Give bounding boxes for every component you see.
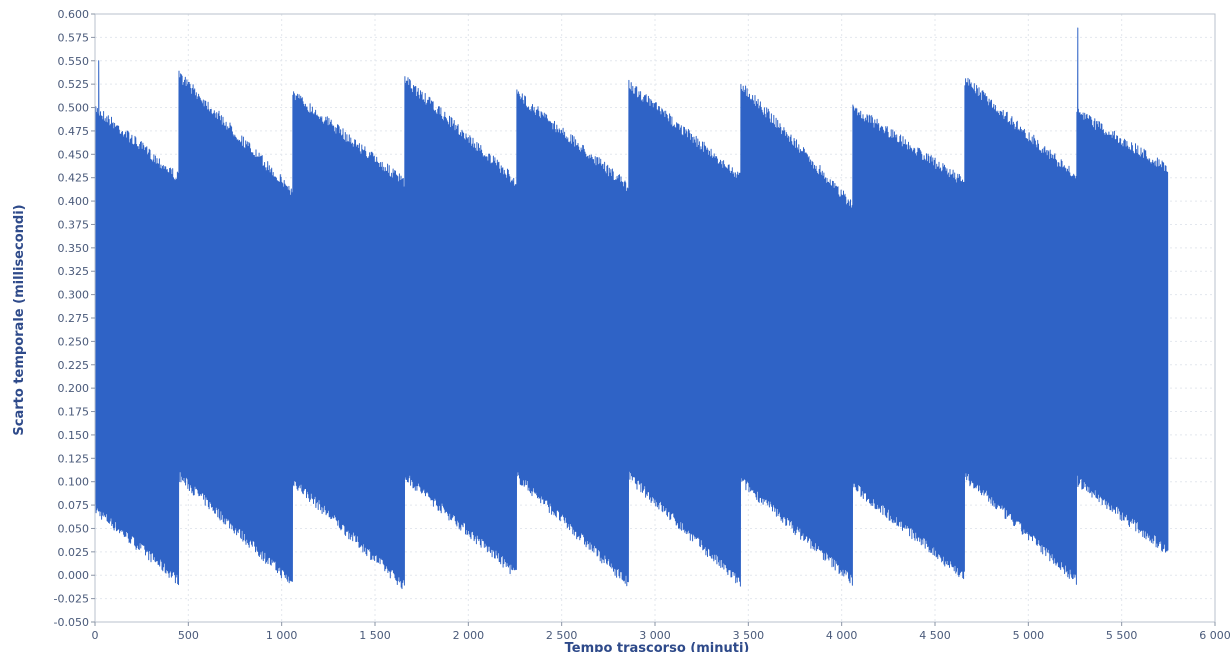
y-axis-title: Scarto temporale (millisecondi): [12, 204, 27, 435]
x-tick-label: 5 500: [1106, 629, 1138, 642]
y-tick-label: 0.350: [58, 242, 90, 255]
y-tick-label: 0.250: [58, 335, 90, 348]
x-axis: 0 500 1 000 1 500 2 000 2 500 3 000 3 500 4 000 4…: [92, 622, 1231, 642]
y-tick-label: 0.125: [58, 452, 90, 465]
x-tick-label: 2 500: [546, 629, 578, 642]
x-tick-label: 3 000: [639, 629, 671, 642]
series-line: [94, 27, 1169, 590]
y-tick-label: 0.500: [58, 102, 90, 115]
y-tick-label: 0.100: [58, 476, 90, 489]
y-tick-label: 0.300: [58, 289, 90, 302]
series-path: [94, 27, 1169, 590]
y-axis: -0.050 -0.025 0.000 0.025 0.050 0.075 0.100 0.1…: [54, 8, 95, 629]
x-axis-title: Tempo trascorso (minuti): [565, 641, 750, 652]
y-tick-label: 0.225: [58, 359, 90, 372]
y-tick-label: -0.025: [54, 593, 89, 606]
y-tick-label: 0.325: [58, 265, 90, 278]
x-tick-label: 3 500: [733, 629, 765, 642]
y-tick-label: 0.525: [58, 78, 90, 91]
y-tick-label: 0.075: [58, 499, 90, 512]
x-tick-label: 4 500: [919, 629, 951, 642]
y-tick-label: 0.575: [58, 31, 90, 44]
x-tick-label: 5 000: [1013, 629, 1045, 642]
y-tick-label: 0.550: [58, 55, 90, 68]
y-tick-label: 0.150: [58, 429, 90, 442]
y-tick-label: 0.425: [58, 172, 90, 185]
x-tick-label: 2 000: [453, 629, 485, 642]
y-tick-label: 0.050: [58, 522, 90, 535]
y-tick-label: -0.050: [54, 616, 89, 629]
y-tick-label: 0.275: [58, 312, 90, 325]
y-tick-label: 0.450: [58, 148, 90, 161]
x-tick-label: 500: [178, 629, 199, 642]
y-tick-label: 0.000: [58, 569, 90, 582]
y-tick-label: 0.400: [58, 195, 90, 208]
y-tick-label: 0.475: [58, 125, 90, 138]
x-tick-label: 4 000: [826, 629, 858, 642]
y-tick-label: 0.175: [58, 406, 90, 419]
y-tick-label: 0.600: [58, 8, 90, 21]
x-tick-label: 0: [92, 629, 99, 642]
x-tick-label: 1 000: [266, 629, 298, 642]
x-tick-label: 1 500: [359, 629, 391, 642]
y-tick-label: 0.025: [58, 546, 90, 559]
y-tick-label: 0.200: [58, 382, 90, 395]
y-tick-label: 0.375: [58, 218, 90, 231]
x-tick-label: 6 000: [1199, 629, 1231, 642]
